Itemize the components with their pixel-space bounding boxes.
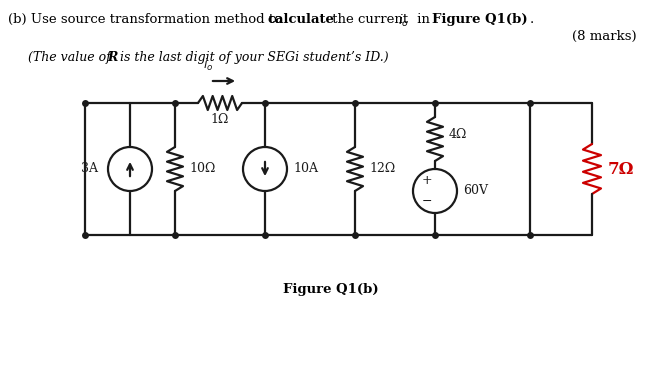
Text: Figure Q1(b): Figure Q1(b) (432, 13, 528, 26)
Text: .: . (530, 13, 534, 26)
Text: the current: the current (328, 13, 412, 26)
Text: Figure Q1(b): Figure Q1(b) (283, 283, 379, 296)
Text: 10A: 10A (293, 162, 318, 175)
Text: (The value of: (The value of (28, 51, 115, 64)
Text: 10Ω: 10Ω (189, 162, 215, 175)
Text: (8 marks): (8 marks) (572, 30, 637, 43)
Text: 12Ω: 12Ω (369, 162, 395, 175)
Text: in: in (413, 13, 434, 26)
Text: calculate: calculate (268, 13, 335, 26)
Text: (b) Use source transformation method to: (b) Use source transformation method to (8, 13, 286, 26)
Text: −: − (422, 195, 432, 208)
Text: $i_o$: $i_o$ (203, 57, 213, 73)
Text: R: R (107, 51, 117, 64)
Text: 60V: 60V (463, 185, 488, 198)
Text: 7Ω: 7Ω (608, 160, 634, 177)
Text: 1Ω: 1Ω (211, 113, 229, 126)
Text: 4Ω: 4Ω (449, 129, 467, 141)
Text: is the last digit of your SEGi student’s ID.): is the last digit of your SEGi student’s… (116, 51, 389, 64)
Text: 3A: 3A (81, 162, 98, 175)
Text: +: + (422, 175, 432, 188)
Text: $i_o$: $i_o$ (398, 13, 409, 29)
